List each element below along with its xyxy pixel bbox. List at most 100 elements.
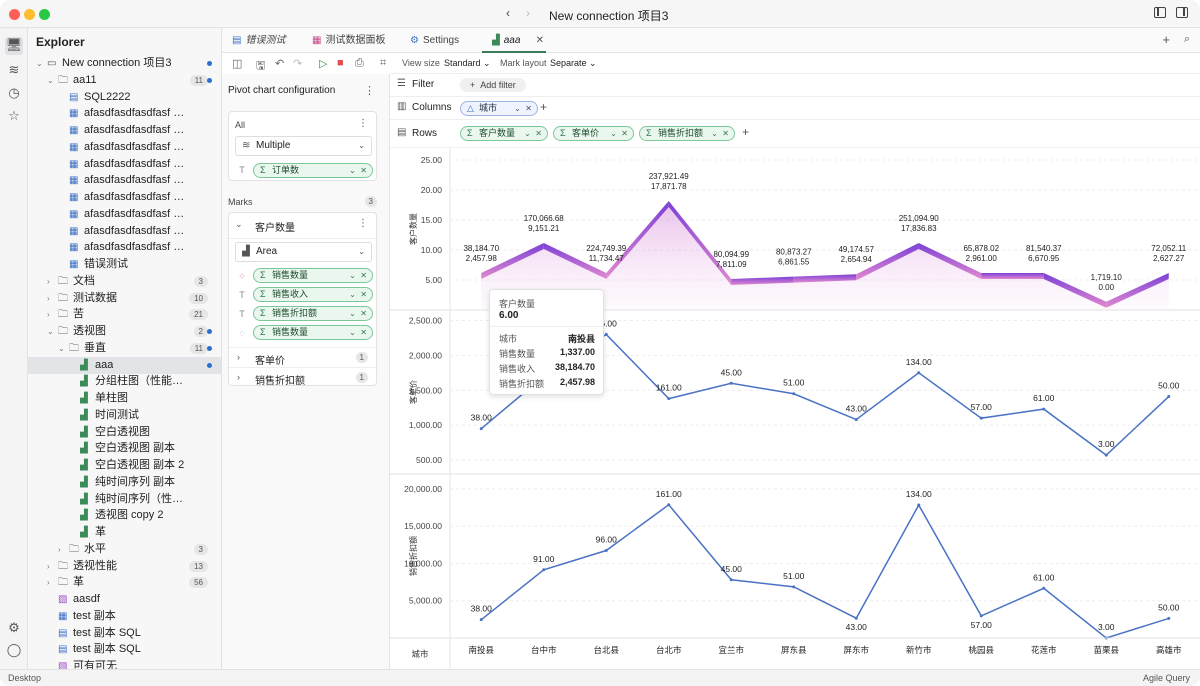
pill-row-discount[interactable]: Σ 销售折扣额 ⌄ ✕ xyxy=(639,126,735,141)
history-icon[interactable]: ◷ xyxy=(8,85,20,100)
chevron-right-icon[interactable]: › xyxy=(47,310,50,320)
user-icon[interactable]: ◯ xyxy=(6,642,22,657)
sidebar-icon[interactable]: ◫ xyxy=(232,58,243,70)
tree-item[interactable]: ▟ aaa xyxy=(28,356,221,374)
pill-sales-qty[interactable]: Σ 销售数量 ⌄ ✕ xyxy=(253,268,373,283)
tree-folder[interactable]: ⌄ 🗀 垂直 11 xyxy=(28,340,221,357)
close-window-button[interactable] xyxy=(9,9,20,20)
redo-icon[interactable]: ↷ xyxy=(293,58,303,70)
tree-item[interactable]: ▟ 空白透视图 副本 xyxy=(28,440,221,457)
window-title[interactable]: New connection 项目3 xyxy=(549,9,669,23)
format-icon[interactable]: ⌗ xyxy=(380,57,387,69)
chevron-right-icon[interactable]: › xyxy=(47,561,50,571)
tree-item[interactable]: ▟ 时间测试 xyxy=(28,407,221,424)
close-tab-icon[interactable]: ✕ xyxy=(535,35,544,46)
tab-dashboard[interactable]: ▦ 测试数据面板 xyxy=(312,35,386,46)
tree-item[interactable]: ▦ afasdfasdfasdfasf copy co... xyxy=(28,206,221,223)
mark-layout-select[interactable]: Separate ⌄ xyxy=(550,58,597,68)
tree-folder[interactable]: › 🗀 革 56 xyxy=(28,574,221,591)
run-icon[interactable]: ▷ xyxy=(319,58,328,70)
tree-item[interactable]: ▟ 空白透视图 副本 2 xyxy=(28,457,221,474)
tab-aaa[interactable]: ▟ aaa ✕ xyxy=(482,28,546,53)
toggle-panel-icon[interactable] xyxy=(1176,7,1188,18)
undo-icon[interactable]: ↶ xyxy=(275,58,285,70)
chevron-down-icon[interactable]: ⌄ xyxy=(58,343,65,353)
tree-item[interactable]: ▟ 纯时间序列（性能测试） xyxy=(28,491,221,508)
chevron-down-icon[interactable]: ⌄ xyxy=(642,8,649,17)
tree-folder[interactable]: › 🗀 透视性能 13 xyxy=(28,558,221,575)
tab-settings[interactable]: ⚙ Settings xyxy=(410,35,460,46)
chevron-down-icon[interactable]: ⌄ xyxy=(47,327,54,336)
pill-sales-discount[interactable]: Σ 销售折扣额 ⌄ ✕ xyxy=(253,306,373,321)
pill-sales-qty-tooltip[interactable]: Σ 销售数量 ⌄ ✕ xyxy=(253,325,373,340)
tree-item[interactable]: ▦ afasdfasdfasdfasf copy copy xyxy=(28,189,221,206)
tree-folder[interactable]: ⌄ 🗀 透视图 2 xyxy=(28,323,221,340)
tree-item[interactable]: ▤ SQL2222 xyxy=(28,89,221,106)
tree-folder[interactable]: › 🗀 苦 21 xyxy=(28,306,221,323)
star-icon[interactable]: ☆ xyxy=(8,108,20,123)
pill-row-customers[interactable]: Σ 客户数量 ⌄ ✕ xyxy=(460,126,548,141)
tree-item[interactable]: ▟ 分组柱图（性能测试） xyxy=(28,373,221,390)
tree-item[interactable]: ▦ afasdfasdfasdfasf copy co... xyxy=(28,223,221,240)
tree-folder[interactable]: › 🗀 水平 3 xyxy=(28,541,221,558)
back-icon[interactable]: ‹ xyxy=(506,6,510,20)
tree-item[interactable]: ▦ 错误测试 xyxy=(28,256,221,273)
more-icon[interactable]: ⋮ xyxy=(358,218,368,229)
minimize-window-button[interactable] xyxy=(24,9,35,20)
tree-item[interactable]: ▧ 可有可无 xyxy=(28,658,221,669)
tree-item[interactable]: ▧ aasdf xyxy=(28,591,221,608)
add-row-icon[interactable]: + xyxy=(742,125,750,139)
monitor-icon[interactable]: 🖥 xyxy=(5,37,23,55)
layers-icon[interactable]: ≋ xyxy=(8,62,20,77)
tree-item[interactable]: ▟ 革 xyxy=(28,524,221,541)
pill-city[interactable]: △ 城市 ⌄ ✕ xyxy=(460,101,538,116)
search-icon[interactable]: ⌕ xyxy=(1183,33,1190,45)
tree-item[interactable]: ▦ afasdfasdfasdfasf copy 4 xyxy=(28,156,221,173)
tree-item[interactable]: ▦ afasdfasdfasdfasf copy xyxy=(28,105,221,122)
save-icon[interactable]: 🖫 xyxy=(256,60,266,72)
multiple-select[interactable]: ≋ Multiple ⌄ xyxy=(235,136,372,156)
mark-type-select[interactable]: ▟ Area ⌄ xyxy=(235,242,372,262)
more-icon[interactable]: ⋮ xyxy=(364,85,375,97)
chevron-down-icon[interactable]: ⌄ xyxy=(47,75,54,85)
mark-section-discount[interactable]: › 销售折扣额 1 xyxy=(229,368,376,387)
pill-row-avg-price[interactable]: Σ 客单价 ⌄ ✕ xyxy=(553,126,634,141)
forward-icon[interactable]: › xyxy=(526,6,530,20)
add-filter-button[interactable]: + Add filter xyxy=(460,78,526,92)
chevron-right-icon[interactable]: › xyxy=(47,578,50,588)
tree-item[interactable]: ▟ 空白透视图 xyxy=(28,424,221,441)
tree-folder[interactable]: › 🗀 测试数据 10 xyxy=(28,290,221,307)
pill-sales-revenue[interactable]: Σ 销售收入 ⌄ ✕ xyxy=(253,287,373,302)
pill-order-count[interactable]: Σ 订单数 ⌄ ✕ xyxy=(253,163,373,178)
tree-folder[interactable]: › 🗀 文档 3 xyxy=(28,273,221,290)
add-column-icon[interactable]: + xyxy=(540,100,548,114)
add-tab-icon[interactable]: + xyxy=(1162,32,1170,47)
tree-item[interactable]: ▦ afasdfasdfasdfasf copy 5 xyxy=(28,172,221,189)
toggle-sidebar-icon[interactable] xyxy=(1154,7,1166,18)
tree-item[interactable]: ▟ 透视图 copy 2 xyxy=(28,507,221,524)
chevron-down-icon[interactable]: ⌄ xyxy=(235,219,243,229)
tree-item[interactable]: ▦ afasdfasdfasdfasf copy 2 xyxy=(28,122,221,139)
chevron-right-icon[interactable]: › xyxy=(47,293,50,303)
export-icon[interactable]: ⎙ xyxy=(355,57,364,69)
zoom-window-button[interactable] xyxy=(39,9,50,20)
tree-item[interactable]: ▦ afasdfasdfasdfasf copy 3 xyxy=(28,139,221,156)
tree-item[interactable]: ▦ afasdfasdfasdfasf copy co... xyxy=(28,239,221,256)
tree-item[interactable]: ▤ test 副本 SQL xyxy=(28,625,221,642)
tree-item[interactable]: ▟ 纯时间序列 副本 xyxy=(28,474,221,491)
chevron-right-icon[interactable]: › xyxy=(47,276,50,286)
chevron-right-icon[interactable]: › xyxy=(58,544,61,554)
view-size-select[interactable]: Standard ⌄ xyxy=(444,58,491,68)
stop-icon[interactable]: ■ xyxy=(337,57,344,69)
mark-section-avg-price[interactable]: › 客单价 1 xyxy=(229,348,376,367)
chevron-down-icon[interactable]: ⌄ xyxy=(36,59,43,68)
pivot-chart[interactable]: 5.0010.0015.0020.0025.00客户数量38,184.702,4… xyxy=(390,148,1200,669)
tree-folder[interactable]: ⌄ 🗀 aa11 11 xyxy=(28,72,221,89)
tree-item[interactable]: ⌄ ▭ New connection 项目3 xyxy=(28,55,221,72)
tree-item[interactable]: ▟ 单柱图 xyxy=(28,390,221,407)
more-icon[interactable]: ⋮ xyxy=(358,118,368,129)
tree-item[interactable]: ▦ test 副本 xyxy=(28,608,221,625)
gear-icon[interactable]: ⚙ xyxy=(8,620,20,635)
tab-error-test[interactable]: ▤ 错误测试 xyxy=(232,35,286,46)
tree-item[interactable]: ▤ test 副本 SQL xyxy=(28,641,221,658)
